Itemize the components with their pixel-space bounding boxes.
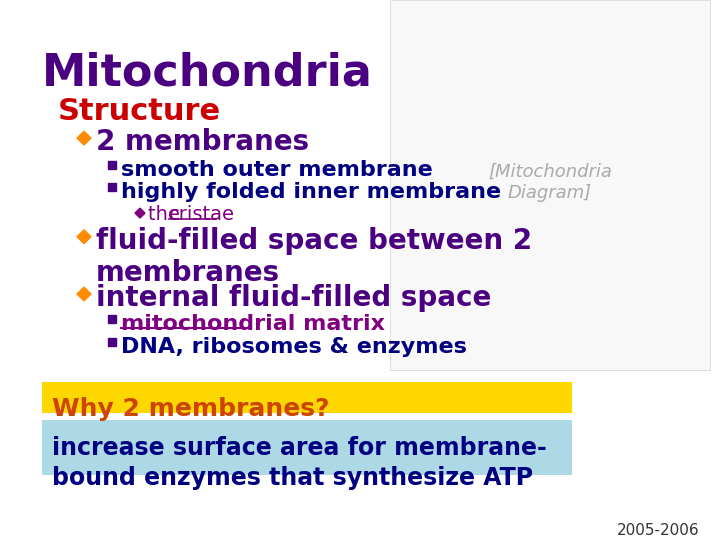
Text: Mitochondria: Mitochondria <box>42 51 373 94</box>
Text: smooth outer membrane: smooth outer membrane <box>121 160 433 180</box>
Text: Why 2 membranes?: Why 2 membranes? <box>52 396 330 421</box>
Text: 2 membranes: 2 membranes <box>96 128 309 156</box>
Bar <box>108 161 116 168</box>
Text: Structure: Structure <box>58 97 221 126</box>
Bar <box>108 315 116 322</box>
Bar <box>108 184 116 191</box>
Text: the: the <box>148 205 186 224</box>
FancyBboxPatch shape <box>42 420 572 476</box>
FancyBboxPatch shape <box>42 382 572 413</box>
FancyBboxPatch shape <box>390 0 710 370</box>
Text: highly folded inner membrane: highly folded inner membrane <box>121 183 501 202</box>
Polygon shape <box>77 230 91 244</box>
Text: cristae: cristae <box>169 205 235 224</box>
Text: internal fluid-filled space: internal fluid-filled space <box>96 284 491 312</box>
Text: mitochondrial matrix: mitochondrial matrix <box>121 314 385 334</box>
Text: increase surface area for membrane-
bound enzymes that synthesize ATP: increase surface area for membrane- boun… <box>52 436 546 490</box>
Polygon shape <box>135 208 145 218</box>
Polygon shape <box>77 287 91 301</box>
Polygon shape <box>77 131 91 145</box>
Bar <box>108 339 116 346</box>
Text: 2005-2006: 2005-2006 <box>617 523 700 538</box>
Text: [Mitochondria
Diagram]: [Mitochondria Diagram] <box>488 163 612 202</box>
Text: fluid-filled space between 2
membranes: fluid-filled space between 2 membranes <box>96 227 532 287</box>
Text: DNA, ribosomes & enzymes: DNA, ribosomes & enzymes <box>121 338 467 357</box>
